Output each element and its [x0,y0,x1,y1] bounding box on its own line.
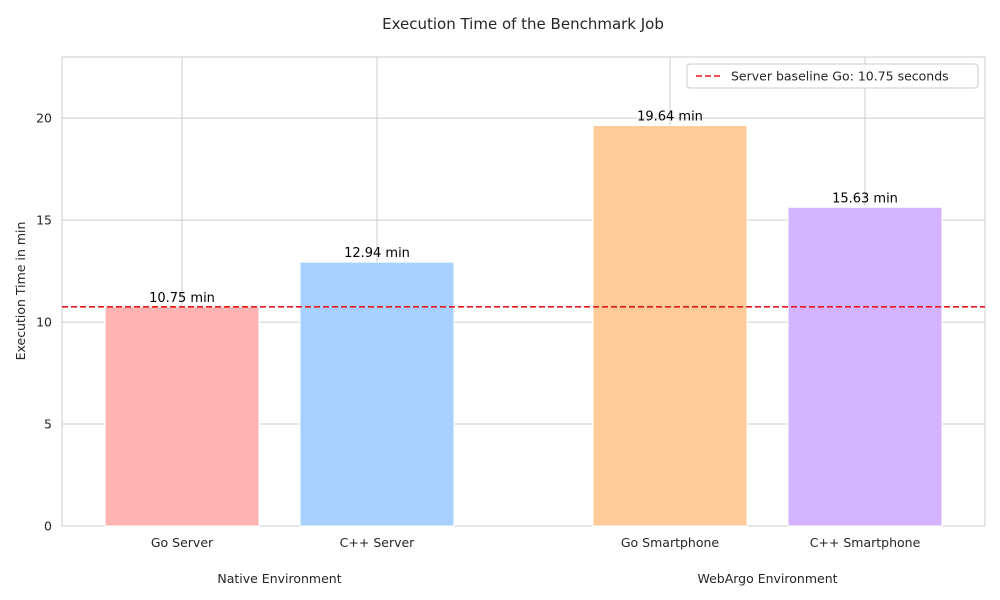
bar [592,125,748,527]
plot-frame [61,56,986,527]
data-label: 19.64 min [637,110,703,125]
y-tick-label: 10 [36,315,52,330]
x-tick-label: Go Server [151,535,214,550]
bar [787,206,943,527]
bar [299,261,455,527]
x-tick-label: C++ Server [340,535,416,550]
data-label: 10.75 min [149,291,215,306]
plot-area: 0 5 10 15 20 10.75 min 12.94 min 19.64 min 15.63… [36,56,986,586]
group-label: WebArgo Environment [697,571,837,586]
legend-label: Server baseline Go: 10.75 seconds [731,69,949,84]
y-tick-label: 15 [36,213,52,228]
y-tick-label: 20 [36,111,52,126]
x-tick-label: C++ Smartphone [810,535,921,550]
y-axis-label: Execution Time in min [13,222,28,361]
y-tick-label: 0 [44,519,52,534]
legend-box [686,63,979,89]
chart-title: Execution Time of the Benchmark Job [382,15,664,33]
legend: Server baseline Go: 10.75 seconds [686,63,979,89]
x-tick-label: Go Smartphone [621,535,720,550]
group-label: Native Environment [217,571,341,586]
bar [104,306,260,527]
y-tick-label: 5 [44,417,52,432]
data-label: 12.94 min [344,246,410,261]
data-label: 15.63 min [832,191,898,206]
